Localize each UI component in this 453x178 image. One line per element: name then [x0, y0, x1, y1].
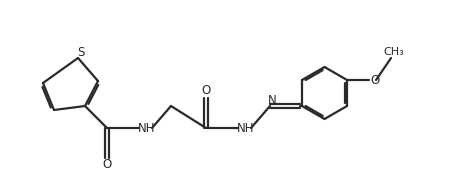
Text: NH: NH	[237, 122, 254, 135]
Text: NH: NH	[138, 122, 155, 135]
Text: S: S	[77, 46, 84, 59]
Text: O: O	[370, 74, 379, 87]
Text: N: N	[268, 93, 276, 106]
Text: O: O	[102, 158, 111, 171]
Text: CH₃: CH₃	[383, 47, 404, 57]
Text: O: O	[202, 85, 211, 98]
